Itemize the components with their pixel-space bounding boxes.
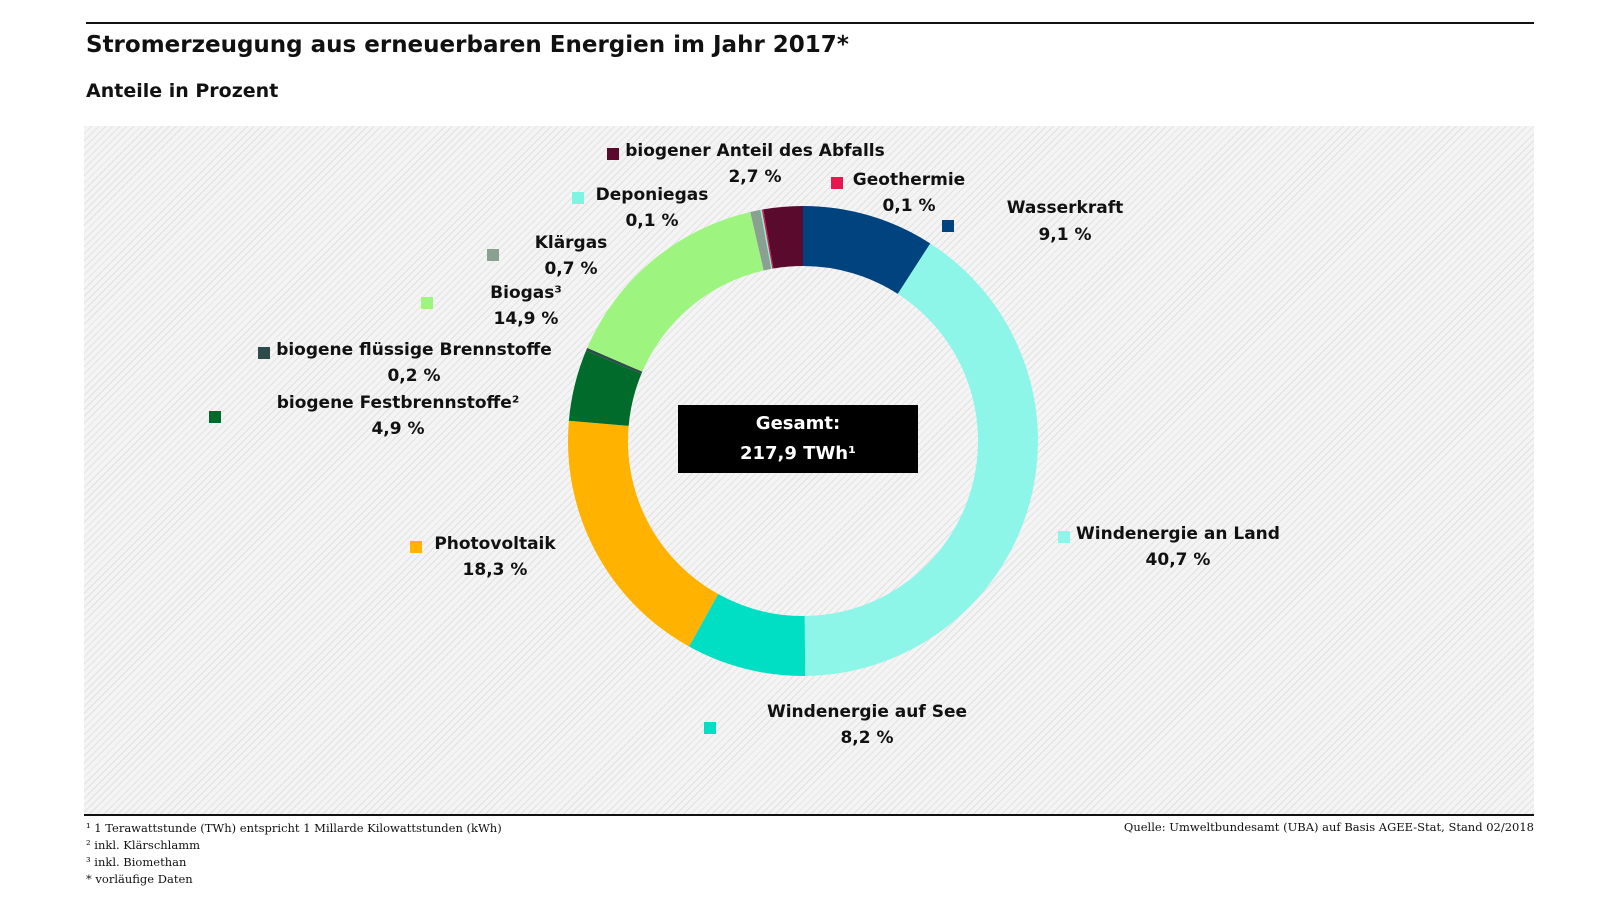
segment-value-biogene-festbrennstoffe: 4,9 % xyxy=(371,419,424,439)
segment-value-wasserkraft: 9,1 % xyxy=(1038,225,1091,245)
segment-name-wasserkraft: Wasserkraft xyxy=(1007,198,1123,218)
total-label: Gesamt: xyxy=(756,413,840,434)
segment-name-biogene-flüssige-brennstoffe: biogene flüssige Brennstoffe xyxy=(276,340,552,360)
donut-slice-windenergie-an-land xyxy=(804,243,1038,676)
bottom-rule xyxy=(84,814,1534,816)
segment-name-deponiegas: Deponiegas xyxy=(596,185,709,205)
legend-marker-photovoltaik xyxy=(410,541,422,553)
legend-marker-biogene-festbrennstoffe xyxy=(209,411,221,423)
total-box-background xyxy=(678,405,918,473)
footnotes: ¹ 1 Terawattstunde (TWh) entspricht 1 Mi… xyxy=(86,820,502,888)
legend-marker-windenergie-auf-see xyxy=(704,722,716,734)
segment-name-klärgas: Klärgas xyxy=(535,233,608,253)
segment-value-klärgas: 0,7 % xyxy=(544,259,597,279)
donut-slice-klärgas xyxy=(750,209,772,271)
segment-value-photovoltaik: 18,3 % xyxy=(463,560,528,580)
segment-name-geothermie: Geothermie xyxy=(853,170,965,190)
legend-marker-wasserkraft xyxy=(942,220,954,232)
source-note: Quelle: Umweltbundesamt (UBA) auf Basis … xyxy=(1123,820,1534,834)
donut-slice-biogas xyxy=(587,211,764,372)
footnote-4: * vorläufige Daten xyxy=(86,872,193,886)
donut-slice-biogene-festbrennstoffe xyxy=(568,350,642,426)
chart-subtitle: Anteile in Prozent xyxy=(86,80,279,102)
segment-value-biogas: 14,9 % xyxy=(494,309,559,329)
legend-marker-biogas xyxy=(421,297,433,309)
legend-marker-biogene-flüssige-brennstoffe xyxy=(258,347,270,359)
segment-value-deponiegas: 0,1 % xyxy=(625,211,678,231)
segment-name-photovoltaik: Photovoltaik xyxy=(434,534,556,554)
donut-slice-photovoltaik xyxy=(568,420,719,647)
segment-value-windenergie-an-land: 40,7 % xyxy=(1146,550,1211,570)
donut-segments xyxy=(568,206,1038,677)
legend-marker-geothermie xyxy=(831,177,843,189)
legend-marker-klärgas xyxy=(487,249,499,261)
legend-marker-biogener-anteil-des-abfalls xyxy=(607,148,619,160)
total-box: Gesamt: 217,9 TWh¹ xyxy=(678,405,918,473)
top-rule xyxy=(86,22,1534,24)
donut-slice-deponiegas xyxy=(760,209,773,269)
donut-slice-wasserkraft xyxy=(803,206,931,294)
segment-labels: Wasserkraft 9,1 % Windenergie an Land 40,7 … xyxy=(209,141,1280,748)
segment-value-geothermie: 0,1 % xyxy=(882,196,935,216)
segment-value-biogener-anteil-des-abfalls: 2,7 % xyxy=(728,167,781,187)
segment-name-biogene-festbrennstoffe: biogene Festbrennstoffe² xyxy=(277,393,520,413)
segment-name-biogas: Biogas³ xyxy=(490,283,562,303)
footnote-1: ¹ 1 Terawattstunde (TWh) entspricht 1 Mi… xyxy=(86,821,502,835)
chart-title: Stromerzeugung aus erneuerbaren Energien… xyxy=(86,32,849,58)
donut-slice-biogene-flüssige-brennstoffe xyxy=(586,347,643,374)
donut-slice-biogener-anteil-des-abfalls xyxy=(763,206,803,269)
total-value: 217,9 TWh¹ xyxy=(740,443,856,464)
segment-value-windenergie-auf-see: 8,2 % xyxy=(840,728,893,748)
footnote-2: ² inkl. Klärschlamm xyxy=(86,838,201,852)
donut-slice-geothermie xyxy=(761,209,774,269)
footnote-3: ³ inkl. Biomethan xyxy=(86,855,187,869)
segment-value-biogene-flüssige-brennstoffe: 0,2 % xyxy=(387,366,440,386)
legend-marker-windenergie-an-land xyxy=(1058,531,1070,543)
segment-name-biogener-anteil-des-abfalls: biogener Anteil des Abfalls xyxy=(625,141,885,161)
segment-name-windenergie-auf-see: Windenergie auf See xyxy=(767,702,967,722)
legend-marker-deponiegas xyxy=(572,192,584,204)
donut-slice-windenergie-auf-see xyxy=(689,594,806,677)
segment-name-windenergie-an-land: Windenergie an Land xyxy=(1076,524,1280,544)
